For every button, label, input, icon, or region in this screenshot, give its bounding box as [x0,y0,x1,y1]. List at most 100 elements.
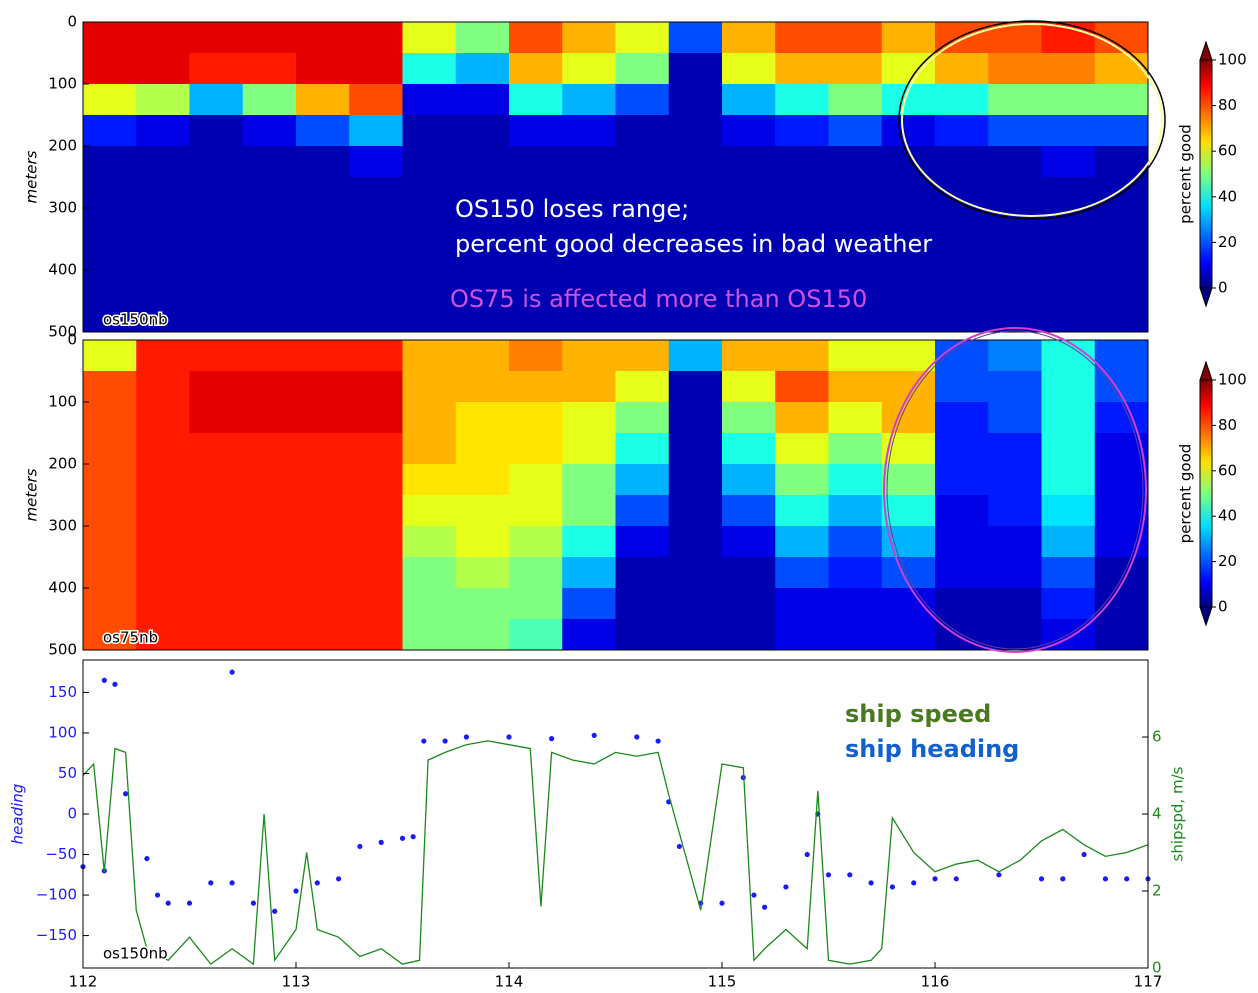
heatmap-cell [509,619,563,651]
heatmap-cell [296,340,350,372]
heatmap-cell [136,208,190,240]
heatmap-cell [935,495,989,527]
heatmap-cell [242,402,297,434]
heatmap-cell [349,53,403,85]
heatmap-cell [775,402,829,434]
heatmap-cell [189,146,244,178]
heatmap-cell [722,371,776,403]
heatmap-cell [775,464,829,496]
heatmap-cell [775,340,829,372]
heatmap-cell [349,371,403,403]
heatmap-cell [881,495,936,527]
highlight-ellipse [901,23,1163,217]
heatmap-cell [935,402,989,434]
y-tick-label: 0 [67,13,77,31]
y-axis-label: meters [23,150,41,203]
heatmap-cell [562,301,616,333]
heatmap-cell [296,208,350,240]
heatmap-cell [296,557,350,589]
heatmap-cell [402,371,457,403]
heatmap-cell [136,619,190,651]
heatmap-cell [562,208,616,240]
heatmap-cell [242,526,297,558]
heatmap-cell [83,526,137,558]
heatmap-cell [509,84,563,116]
heatmap-cell [562,433,616,465]
heatmap-cell [988,557,1042,589]
heatmap-cell [828,433,883,465]
heatmap-cell [349,239,403,271]
heatmap-cell [242,208,297,240]
heatmap-cell [242,588,297,620]
heatmap-cell [455,464,510,496]
heatmap-cell [83,433,137,465]
heading-point [676,843,683,850]
heatmap-cell [935,53,989,85]
heatmap-cell [455,340,510,372]
heatmap-cell [935,208,989,240]
heatmap-cell [1094,619,1149,651]
colorbar-tick-label: 60 [1218,142,1237,160]
heatmap-cell [881,588,936,620]
heatmap-cell [402,464,457,496]
heatmap-cell [402,53,457,85]
heatmap-cell [349,115,403,147]
heatmap-cell [615,619,670,651]
heatmap-cell [189,371,244,403]
heading-point [719,900,725,906]
heatmap-cell [189,53,244,85]
heatmap-cell [615,301,670,333]
heatmap-cell [775,53,829,85]
heatmap-cell [988,619,1042,651]
heatmap-cell [722,340,776,372]
heatmap-cell [828,588,883,620]
heatmap-cell [828,464,883,496]
heatmap-cell [828,84,883,116]
heatmap-cell [615,53,670,85]
heatmap-cell [562,177,616,209]
heatmap-cell [988,402,1042,434]
heatmap-cell [668,239,723,271]
heatmap-cell [83,146,137,178]
heatmap-cell [1041,371,1096,403]
heatmap-cell [988,239,1042,271]
heatmap-cell [402,619,457,651]
heatmap-cell [455,371,510,403]
heatmap-cell [136,526,190,558]
heatmap-cell [402,301,457,333]
heatmap-cell [402,146,457,178]
heatmap-cell [775,208,829,240]
heatmap-cell [83,495,137,527]
heatmap-cell [722,53,776,85]
colorbar [1199,379,1213,608]
heatmap-cell [296,53,350,85]
heatmap-cell [615,208,670,240]
heading-point [208,880,214,886]
heatmap-cell [349,402,403,434]
x-tick-label: 117 [1134,973,1163,991]
heatmap-cell [562,464,616,496]
heatmap-cell [668,371,723,403]
heatmap-cell [722,84,776,116]
heatmap-cell [83,53,137,85]
heatmap-cell [296,402,350,434]
heatmap-cell [722,588,776,620]
heatmap-cell [402,402,457,434]
heatmap-cell [402,239,457,271]
heading-point [314,880,320,886]
heatmap-cell [349,340,403,372]
x-tick-label: 113 [282,973,311,991]
heatmap-cell [775,371,829,403]
heatmap-cell [828,495,883,527]
heading-point [751,892,757,898]
y-tick-label: 100 [48,393,77,411]
heatmap-cell [509,270,563,302]
heatmap-cell [988,526,1042,558]
heatmap-cell [189,208,244,240]
heatmap-cell [562,115,616,147]
heatmap-cell [562,239,616,271]
heatmap-cell [881,464,936,496]
heatmap-cell [189,402,244,434]
heatmap-cell [136,146,190,178]
heading-point [825,872,832,878]
